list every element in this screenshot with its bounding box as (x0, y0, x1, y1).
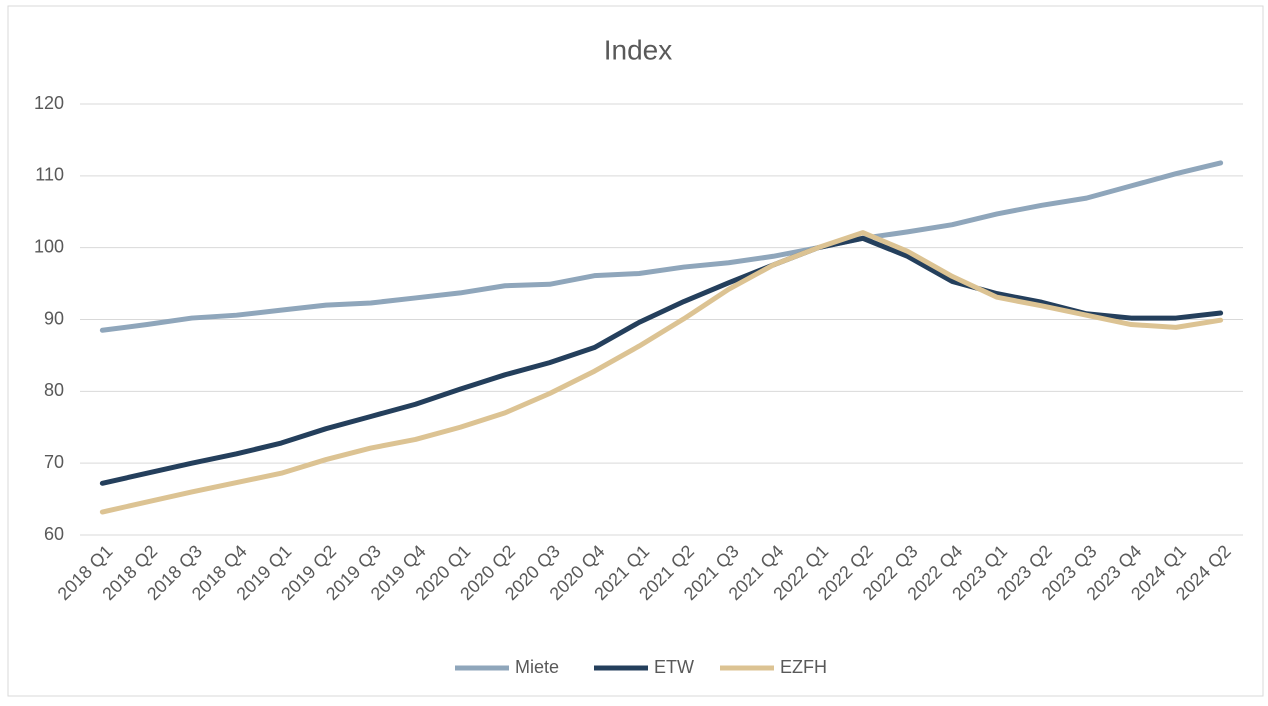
data-line (99, 160, 1224, 333)
y-tick-label: 60 (44, 524, 64, 544)
chart-title: Index (604, 34, 673, 65)
y-tick-label: 80 (44, 380, 64, 400)
legend-label: EZFH (780, 657, 827, 677)
y-tick-label: 70 (44, 452, 64, 472)
legend-label: ETW (654, 657, 694, 677)
data-line (99, 235, 1224, 486)
y-tick-label: 100 (34, 236, 64, 256)
y-tick-label: 90 (44, 308, 64, 328)
y-tick-label: 120 (34, 93, 64, 113)
chart-frame (7, 5, 1264, 697)
data-line (99, 230, 1224, 515)
y-tick-label: 110 (35, 165, 64, 185)
legend-label: Miete (515, 657, 559, 677)
